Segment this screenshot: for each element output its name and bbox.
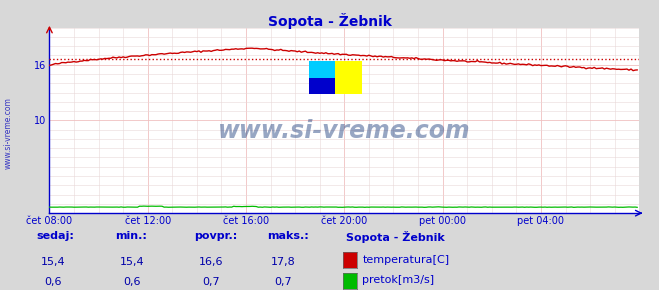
Bar (335, 61, 362, 94)
Text: 17,8: 17,8 (271, 257, 296, 267)
Text: sedaj:: sedaj: (36, 231, 74, 240)
Text: maks.:: maks.: (267, 231, 308, 240)
Text: 0,7: 0,7 (275, 277, 292, 287)
Text: www.si-vreme.com: www.si-vreme.com (3, 97, 13, 169)
Text: Sopota - Žebnik: Sopota - Žebnik (346, 231, 445, 242)
Text: 15,4: 15,4 (119, 257, 144, 267)
Text: temperatura[C]: temperatura[C] (362, 255, 449, 264)
Text: povpr.:: povpr.: (194, 231, 238, 240)
Bar (309, 78, 335, 94)
Text: 16,6: 16,6 (198, 257, 223, 267)
Bar (309, 61, 335, 78)
Text: Sopota - Žebnik: Sopota - Žebnik (268, 13, 391, 29)
Text: 0,6: 0,6 (123, 277, 140, 287)
Text: 0,6: 0,6 (44, 277, 61, 287)
Text: www.si-vreme.com: www.si-vreme.com (218, 119, 471, 144)
Text: pretok[m3/s]: pretok[m3/s] (362, 275, 434, 285)
Text: 15,4: 15,4 (40, 257, 65, 267)
Text: 0,7: 0,7 (202, 277, 219, 287)
Text: min.:: min.: (115, 231, 147, 240)
